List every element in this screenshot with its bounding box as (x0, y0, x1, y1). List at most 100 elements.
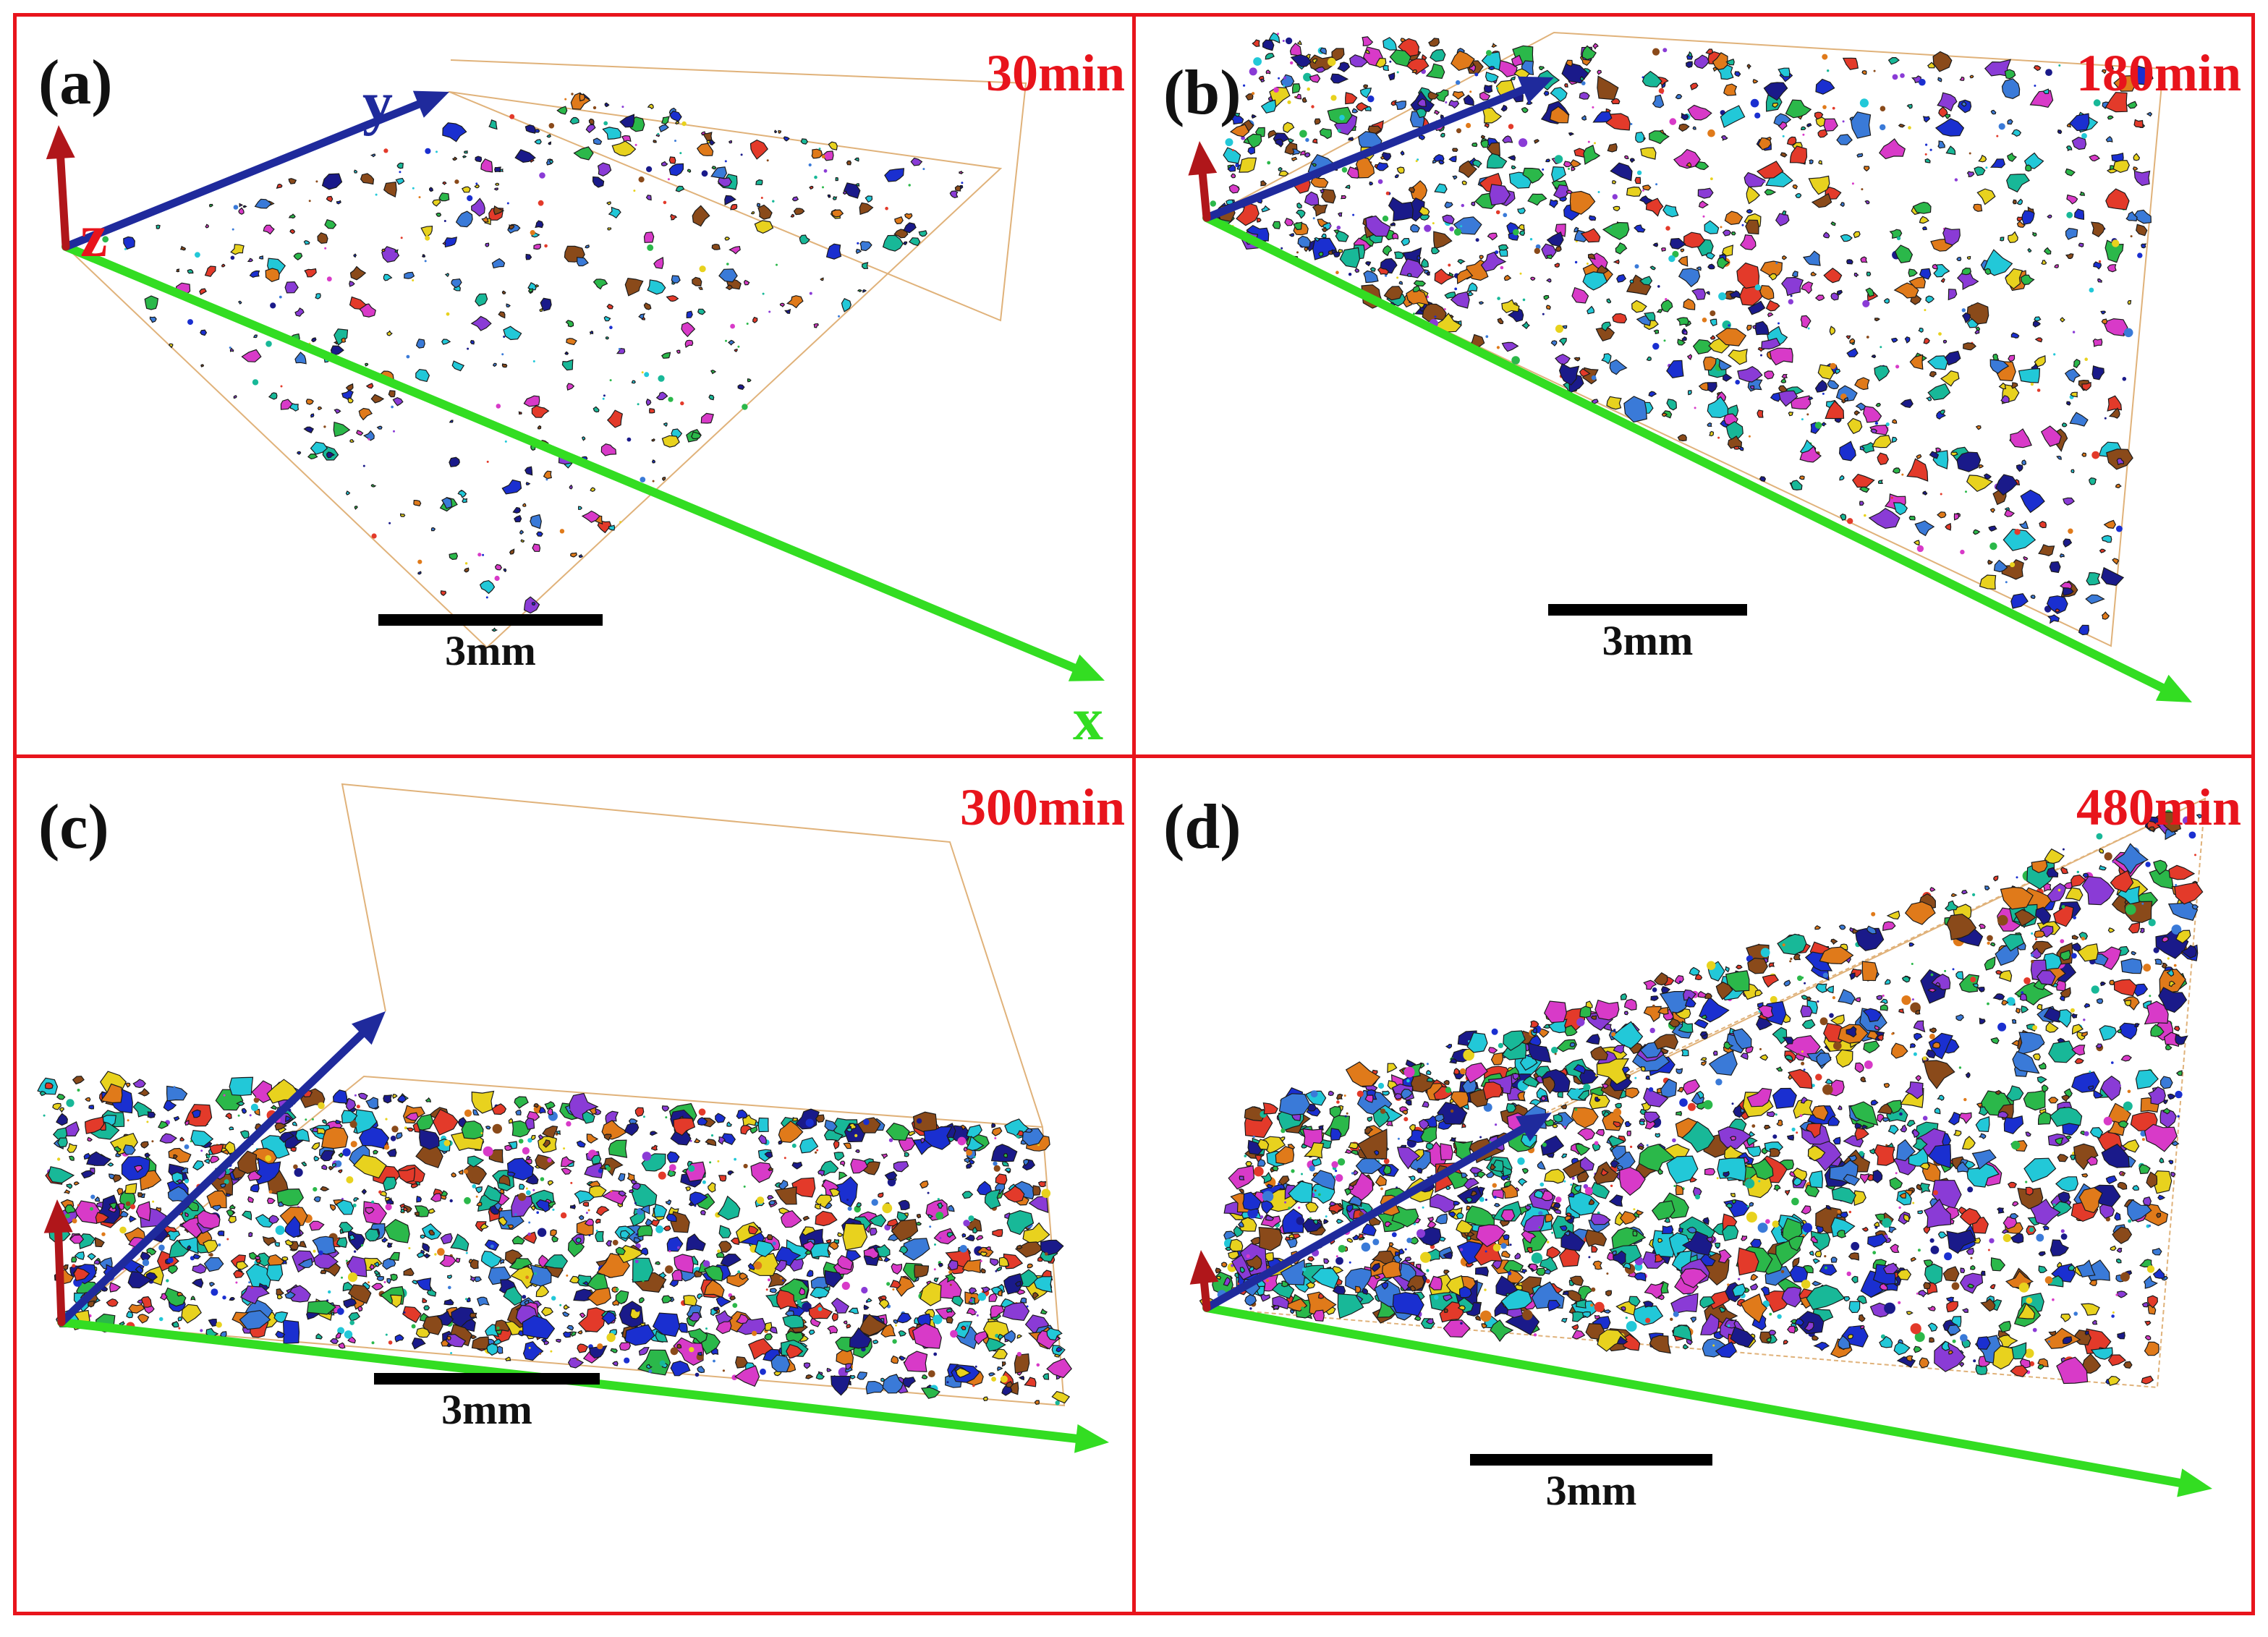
particle (688, 1311, 701, 1322)
particle (588, 1185, 607, 1198)
particle (1676, 317, 1689, 326)
particle (1240, 119, 1254, 132)
particle (1314, 66, 1326, 73)
particle (838, 1171, 848, 1181)
particle (235, 1260, 249, 1270)
particle-dot (606, 1332, 616, 1343)
particle (810, 1317, 821, 1327)
particle (724, 195, 736, 205)
particle (829, 1188, 841, 1197)
particle (1527, 193, 1547, 206)
particle (383, 1176, 397, 1191)
particle (1289, 43, 1302, 57)
particle-dot (195, 252, 200, 258)
particle (129, 1215, 137, 1223)
particle (686, 1233, 706, 1251)
particle (1925, 396, 1932, 401)
particle (1916, 454, 1922, 459)
particle (1296, 209, 1306, 219)
particle-dot (1311, 105, 1314, 109)
particle-dot (1922, 1056, 1927, 1060)
particle-dot (665, 1116, 668, 1119)
particle (606, 1240, 613, 1247)
particle (1312, 58, 1318, 64)
particle (1860, 256, 1868, 263)
particle (1406, 1129, 1425, 1144)
particle-dot (1970, 1257, 1973, 1259)
particle-dot (1508, 1271, 1512, 1275)
particle (1393, 101, 1406, 111)
particle (1882, 1117, 1890, 1123)
particle (2043, 247, 2052, 255)
particle (532, 543, 541, 552)
particle (815, 1114, 825, 1123)
particle-dot (701, 170, 708, 177)
particle (889, 1280, 901, 1289)
particle-dot (1880, 124, 1886, 131)
particle-cloud (1210, 32, 2154, 636)
particle (1854, 1062, 1864, 1073)
particle (1561, 61, 1589, 84)
particle (414, 1212, 420, 1216)
particle (1544, 1269, 1552, 1275)
particle-dot (77, 1089, 80, 1092)
particle (1507, 306, 1524, 323)
particle (831, 1375, 851, 1396)
particle (903, 222, 917, 234)
particle-dot (677, 1246, 680, 1249)
particle (1545, 1214, 1554, 1223)
particle (2175, 1070, 2183, 1076)
particle (944, 1272, 956, 1283)
particle (1654, 971, 1668, 986)
particle (1338, 249, 1343, 253)
particle-dot (1273, 87, 1279, 93)
particle-dot (959, 1245, 967, 1253)
particle (661, 161, 668, 166)
particle (1696, 1090, 1704, 1100)
particle-dot (1610, 226, 1612, 229)
particle (1002, 1185, 1025, 1203)
particle (898, 1137, 916, 1152)
particle-dot (1495, 210, 1500, 215)
particle (1801, 995, 1809, 1000)
particle (1827, 1115, 1840, 1126)
particle (877, 1257, 883, 1262)
particle (252, 334, 258, 339)
particle-dot (1652, 343, 1660, 350)
particle (525, 482, 531, 486)
particle (268, 392, 278, 400)
particle-dot (532, 360, 535, 362)
particle-dot (1772, 1134, 1778, 1139)
particle (1922, 116, 1931, 123)
particle (1813, 1341, 1830, 1351)
particle (119, 1210, 129, 1217)
particle-dot (1534, 247, 1540, 255)
particle-dot (344, 1330, 353, 1339)
particle-dot (265, 1155, 272, 1162)
particle (1801, 281, 1814, 294)
particle-dot (2060, 1233, 2068, 1240)
particle (2007, 119, 2013, 125)
particle (1447, 272, 1454, 277)
particle (1426, 1077, 1434, 1083)
particle (1646, 356, 1652, 362)
particle (284, 1291, 296, 1299)
particle (2112, 160, 2130, 174)
particle (1552, 1123, 1558, 1128)
particle (1761, 337, 1781, 350)
particle (85, 1097, 91, 1102)
particle-dot (223, 1094, 226, 1097)
particle (718, 268, 738, 283)
particle (1822, 231, 1830, 239)
particle (1919, 1357, 1929, 1369)
particle (1955, 971, 1964, 980)
particle (1932, 51, 1953, 72)
particle-dot (973, 1156, 976, 1159)
particle (501, 363, 508, 368)
particle (2081, 452, 2087, 457)
particle (399, 513, 406, 517)
particle (784, 308, 791, 314)
particle (832, 196, 838, 200)
particle (2005, 1085, 2024, 1102)
particle (2144, 1335, 2152, 1340)
